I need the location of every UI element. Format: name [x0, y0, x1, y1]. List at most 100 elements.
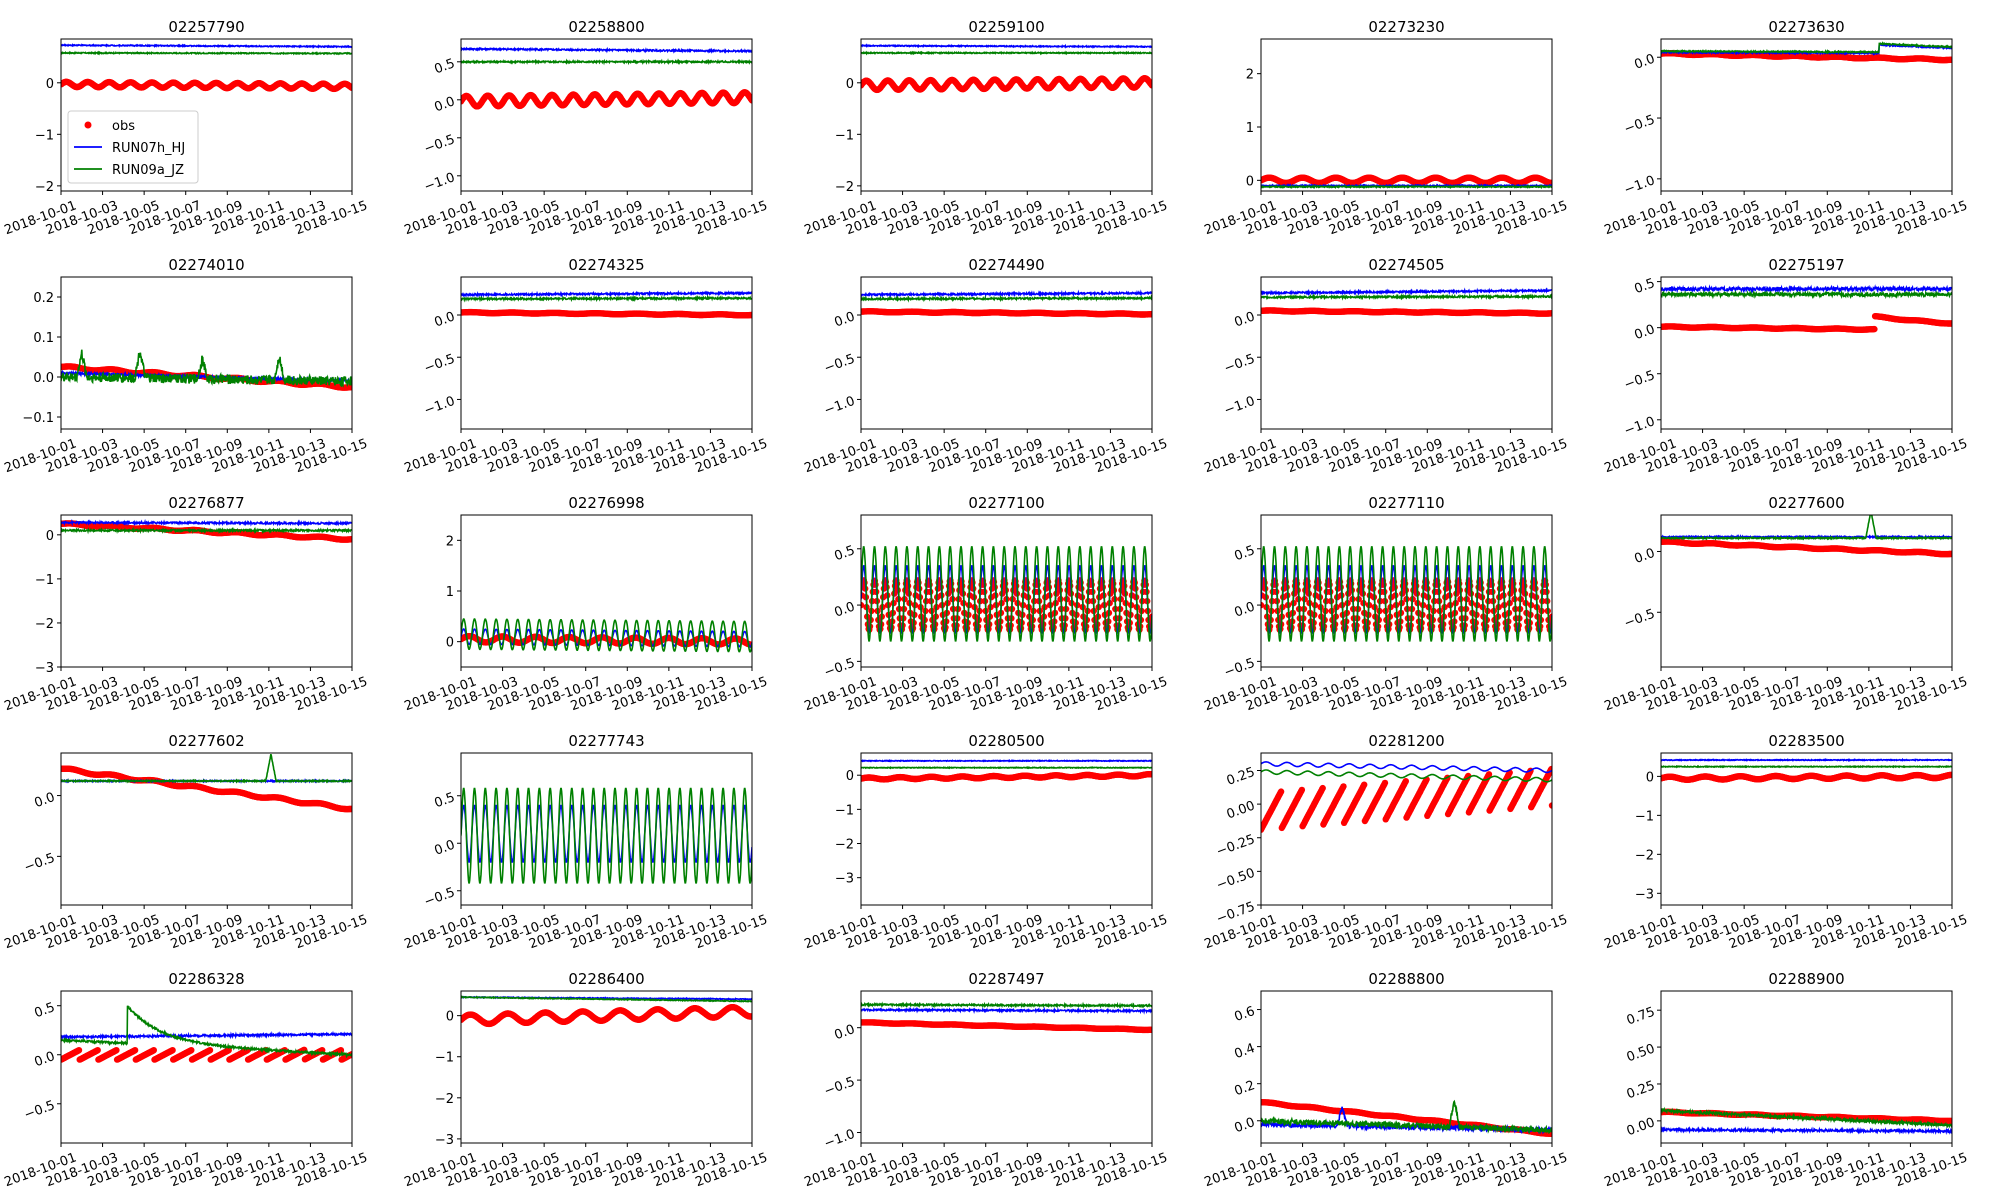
- plot-frame: [860, 38, 1153, 192]
- legend-label: RUN09a_JZ: [112, 163, 184, 178]
- y-tick-label: −1.0: [1622, 414, 1657, 439]
- subplot-title: 02274010: [168, 256, 244, 274]
- plot-area: [461, 618, 752, 653]
- plot-area: [1261, 287, 1552, 317]
- legend-label: obs: [112, 119, 135, 134]
- series-RUN07h_HJ: [1661, 284, 1952, 294]
- subplot-02259100: 022591000−1−22018-10-012018-10-032018-10…: [802, 18, 1169, 238]
- series-RUN07h_HJ: [861, 43, 1152, 49]
- y-tick-label: 0: [46, 529, 54, 544]
- plot-frame: [460, 38, 753, 192]
- plot-frame: [60, 514, 353, 668]
- subplot-02274505: 022745050.0−0.5−1.02018-10-012018-10-032…: [1202, 256, 1569, 476]
- plot-area: [461, 46, 752, 110]
- series-obs: [461, 89, 752, 110]
- series-RUN09a_JZ: [1661, 289, 1952, 300]
- series-obs: [461, 308, 752, 319]
- subplot-title: 02274505: [1368, 256, 1444, 274]
- y-tick-label: 0.0: [1233, 309, 1258, 330]
- subplot-title: 02273630: [1768, 18, 1844, 36]
- y-tick-label: −0.5: [422, 352, 457, 377]
- series-obs: [1261, 174, 1552, 187]
- subplot-title: 02274325: [568, 256, 644, 274]
- y-tick-label: −0.5: [1222, 352, 1257, 377]
- subplot-02274325: 022743250.0−0.5−1.02018-10-012018-10-032…: [402, 256, 769, 476]
- plot-area: [861, 43, 1152, 94]
- subplot-title: 02276998: [568, 494, 644, 512]
- y-tick-label: −2: [35, 617, 54, 632]
- y-tick-label: −2: [35, 180, 54, 195]
- obs-point: [748, 311, 752, 319]
- series-RUN07h_HJ: [61, 518, 352, 527]
- series-obs: [1261, 307, 1552, 317]
- y-tick-label: 0: [1246, 174, 1254, 189]
- series-RUN09a_JZ: [861, 50, 1152, 56]
- y-tick-label: 0.0: [33, 371, 54, 386]
- subplot-title: 02273230: [1368, 18, 1444, 36]
- series-obs: [861, 75, 1152, 94]
- obs-point: [1948, 320, 1952, 327]
- plot-area: [61, 43, 352, 93]
- subplot-02276877: 022768770−1−2−32018-10-012018-10-032018-…: [2, 494, 369, 714]
- y-tick-label: −1.0: [422, 394, 457, 419]
- y-tick-label: −1.0: [822, 394, 857, 419]
- obs-point: [1148, 82, 1152, 89]
- plot-frame: [1260, 276, 1553, 430]
- obs-point: [348, 84, 352, 91]
- plot-area: [1661, 41, 1952, 64]
- y-tick-label: 0.5: [1633, 276, 1658, 297]
- y-tick-label: −1: [35, 128, 54, 143]
- legend: obs RUN07h_HJ RUN09a_JZ: [67, 110, 199, 184]
- obs-point: [348, 536, 352, 543]
- y-tick-label: −1: [835, 128, 854, 143]
- series-RUN09a_JZ: [61, 349, 352, 388]
- plot-area: [1261, 174, 1552, 190]
- series-RUN09a_JZ: [1261, 293, 1552, 301]
- subplot-02275197: 022751970.50.0−0.5−1.02018-10-012018-10-…: [1602, 256, 1969, 476]
- series-obs: [1661, 313, 1952, 333]
- subplot-title: 02276877: [168, 494, 244, 512]
- series-RUN09a_JZ: [61, 526, 352, 535]
- y-tick-label: −0.1: [22, 411, 54, 426]
- plot-frame: [1660, 38, 1953, 192]
- series-RUN07h_HJ: [861, 289, 1152, 299]
- y-tick-label: −1.0: [1222, 394, 1257, 419]
- y-tick-label: 1: [1246, 121, 1254, 136]
- y-tick-label: −1.0: [422, 170, 457, 195]
- series-RUN07h_HJ: [461, 46, 752, 54]
- legend-box: [67, 110, 199, 184]
- subplot-title: 02259100: [968, 18, 1044, 36]
- y-tick-label: 0: [46, 77, 54, 92]
- series-obs: [61, 78, 352, 93]
- series-RUN07h_HJ: [61, 43, 352, 49]
- y-tick-label: −0.5: [1622, 368, 1657, 393]
- subplot-02257790: 022577900−1−22018-10-012018-10-032018-10…: [2, 18, 369, 238]
- plot-area: [61, 518, 352, 543]
- series-obs: [861, 308, 1152, 318]
- plot-area: [61, 349, 352, 391]
- subplot-title: 02258800: [568, 18, 644, 36]
- series-RUN09a_JZ: [1661, 41, 1952, 55]
- plot-frame: [60, 38, 353, 192]
- obs-point: [1871, 325, 1878, 333]
- plot-frame: [1660, 276, 1953, 430]
- subplot-02276998: 022769982102018-10-012018-10-032018-10-0…: [402, 494, 769, 714]
- series-RUN09a_JZ: [461, 294, 752, 303]
- y-tick-label: −0.5: [1622, 112, 1657, 137]
- y-tick-label: 0.0: [433, 309, 458, 330]
- series-RUN07h_HJ: [1261, 287, 1552, 297]
- y-tick-label: −1.0: [1622, 173, 1657, 198]
- y-tick-label: −0.5: [822, 352, 857, 377]
- y-tick-label: 0.0: [1633, 52, 1658, 73]
- subplot-02274010: 022740100.20.10.0−0.12018-10-012018-10-0…: [2, 256, 369, 476]
- y-tick-label: −3: [35, 661, 54, 676]
- obs-point: [1948, 56, 1952, 63]
- plot-area: [1661, 284, 1952, 333]
- obs-point: [748, 97, 752, 104]
- legend-label: RUN07h_HJ: [112, 141, 185, 156]
- plot-frame: [460, 276, 753, 430]
- y-tick-label: 0.0: [433, 94, 458, 115]
- subplot-02274490: 022744900.0−0.5−1.02018-10-012018-10-032…: [802, 256, 1169, 476]
- plot-frame: [60, 276, 353, 430]
